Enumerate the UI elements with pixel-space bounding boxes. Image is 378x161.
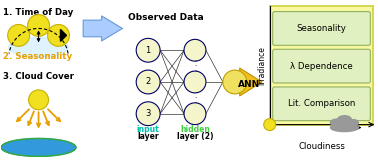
- Circle shape: [184, 103, 206, 125]
- Ellipse shape: [349, 120, 358, 126]
- Text: ·
·
·: · · ·: [194, 90, 196, 106]
- Text: Cloudiness: Cloudiness: [298, 142, 345, 152]
- Circle shape: [184, 71, 206, 93]
- Text: λ Dependence: λ Dependence: [290, 62, 353, 71]
- Ellipse shape: [1, 138, 76, 156]
- Text: input: input: [137, 125, 160, 134]
- FancyBboxPatch shape: [273, 49, 370, 83]
- Circle shape: [136, 38, 160, 62]
- Ellipse shape: [330, 124, 358, 132]
- Text: ANN: ANN: [238, 80, 260, 90]
- FancyArrowPatch shape: [83, 16, 122, 41]
- Text: Irradiance: Irradiance: [257, 46, 266, 85]
- FancyArrowPatch shape: [240, 68, 262, 96]
- Circle shape: [29, 90, 48, 110]
- Circle shape: [264, 119, 276, 131]
- Text: layer (2): layer (2): [177, 133, 213, 142]
- Text: layer: layer: [137, 133, 159, 142]
- Circle shape: [8, 24, 29, 46]
- Text: Seasonality: Seasonality: [297, 24, 347, 33]
- Text: 1: 1: [146, 46, 151, 55]
- Ellipse shape: [9, 37, 68, 57]
- Circle shape: [48, 24, 70, 46]
- Circle shape: [223, 70, 247, 94]
- Text: ·
·
·: · · ·: [194, 58, 196, 74]
- Text: 2. Seasonality: 2. Seasonality: [3, 52, 72, 61]
- FancyBboxPatch shape: [273, 12, 370, 45]
- Ellipse shape: [330, 119, 342, 126]
- FancyBboxPatch shape: [270, 6, 373, 125]
- Text: 3: 3: [146, 109, 151, 118]
- Polygon shape: [60, 29, 67, 41]
- Text: Lit. Comparison: Lit. Comparison: [288, 99, 355, 108]
- Text: Observed Data: Observed Data: [128, 13, 204, 22]
- Circle shape: [136, 70, 160, 94]
- Text: hidden: hidden: [180, 125, 210, 134]
- Ellipse shape: [338, 116, 352, 124]
- Circle shape: [136, 102, 160, 126]
- FancyBboxPatch shape: [273, 87, 370, 121]
- Circle shape: [184, 39, 206, 61]
- Text: 3. Cloud Cover: 3. Cloud Cover: [3, 72, 74, 81]
- Circle shape: [28, 15, 50, 36]
- Text: 1. Time of Day: 1. Time of Day: [3, 8, 73, 17]
- Text: 2: 2: [146, 77, 151, 86]
